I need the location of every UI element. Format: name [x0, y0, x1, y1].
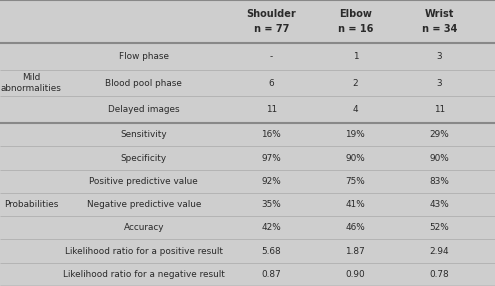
Text: Blood pool phase: Blood pool phase: [105, 79, 182, 88]
Text: 46%: 46%: [346, 223, 365, 232]
Text: 75%: 75%: [346, 177, 365, 186]
Text: 0.78: 0.78: [430, 270, 449, 279]
Text: Sensitivity: Sensitivity: [120, 130, 167, 139]
Text: 1.87: 1.87: [346, 247, 365, 256]
Text: 83%: 83%: [430, 177, 449, 186]
Text: 1: 1: [352, 52, 358, 61]
Text: 4: 4: [352, 105, 358, 114]
Text: 11: 11: [266, 105, 277, 114]
Text: Likelihood ratio for a positive result: Likelihood ratio for a positive result: [65, 247, 223, 256]
Text: Accuracy: Accuracy: [124, 223, 164, 232]
Text: Likelihood ratio for a negative result: Likelihood ratio for a negative result: [63, 270, 225, 279]
Text: 90%: 90%: [430, 154, 449, 163]
Text: Mild
abnormalities: Mild abnormalities: [0, 74, 61, 93]
Text: 16%: 16%: [261, 130, 281, 139]
Text: 42%: 42%: [261, 223, 281, 232]
Text: 29%: 29%: [430, 130, 449, 139]
Text: 6: 6: [268, 79, 274, 88]
Text: 41%: 41%: [346, 200, 365, 209]
Text: Positive predictive value: Positive predictive value: [90, 177, 198, 186]
Text: 11: 11: [434, 105, 445, 114]
Text: Negative predictive value: Negative predictive value: [87, 200, 201, 209]
Text: 0.90: 0.90: [346, 270, 365, 279]
Text: 2: 2: [352, 79, 358, 88]
Text: Elbow: Elbow: [339, 9, 372, 19]
Text: n = 77: n = 77: [253, 24, 289, 34]
Text: 43%: 43%: [430, 200, 449, 209]
Text: 97%: 97%: [261, 154, 281, 163]
Text: -: -: [270, 52, 273, 61]
Text: n = 16: n = 16: [338, 24, 373, 34]
Text: 92%: 92%: [261, 177, 281, 186]
Text: Probabilities: Probabilities: [4, 200, 58, 209]
Text: Wrist: Wrist: [425, 9, 454, 19]
Text: 90%: 90%: [346, 154, 365, 163]
Text: 35%: 35%: [261, 200, 281, 209]
Text: 52%: 52%: [430, 223, 449, 232]
Text: Delayed images: Delayed images: [108, 105, 180, 114]
Text: Shoulder: Shoulder: [247, 9, 296, 19]
Text: Flow phase: Flow phase: [119, 52, 169, 61]
Text: 0.87: 0.87: [261, 270, 281, 279]
Text: 19%: 19%: [346, 130, 365, 139]
Text: 3: 3: [437, 79, 443, 88]
Text: 3: 3: [437, 52, 443, 61]
Text: 5.68: 5.68: [261, 247, 281, 256]
Text: Specificity: Specificity: [121, 154, 167, 163]
Text: 2.94: 2.94: [430, 247, 449, 256]
Text: n = 34: n = 34: [422, 24, 457, 34]
